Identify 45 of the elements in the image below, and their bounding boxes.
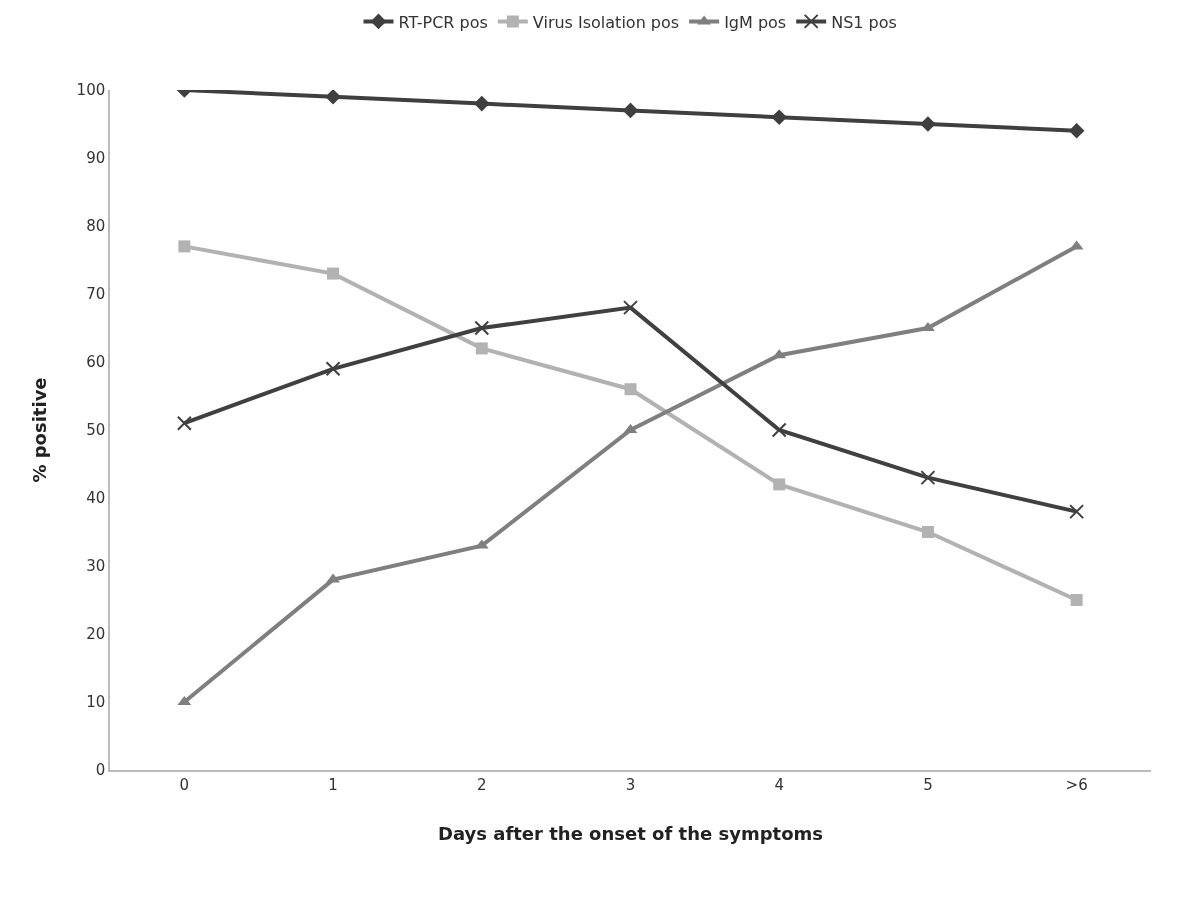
legend-label: Virus Isolation pos <box>532 12 680 32</box>
y-tick-label: 20 <box>86 625 106 644</box>
point <box>920 116 936 132</box>
point <box>1068 123 1085 139</box>
y-tick-label: 50 <box>86 421 106 440</box>
point <box>1069 504 1085 520</box>
legend-label: RT-PCR pos <box>398 12 488 32</box>
point <box>327 267 340 280</box>
y-tick-label: 40 <box>86 489 106 508</box>
y-tick-label: 90 <box>86 149 106 168</box>
point <box>474 320 490 336</box>
point <box>771 109 788 125</box>
point <box>623 300 638 316</box>
point <box>176 415 192 431</box>
x-tick-label: 2 <box>477 775 487 794</box>
legend-label: IgM pos <box>724 12 787 32</box>
y-tick-label: 70 <box>86 285 106 304</box>
point <box>622 102 639 119</box>
y-tick-label: 60 <box>86 353 106 372</box>
point <box>1070 594 1083 606</box>
point <box>473 95 490 112</box>
point <box>771 422 787 438</box>
point <box>475 342 488 355</box>
x-tick-label: 5 <box>923 775 933 794</box>
point <box>326 573 340 583</box>
y-tick-label: 10 <box>86 693 106 712</box>
point <box>178 240 191 253</box>
y-axis-title: % positive <box>29 377 51 483</box>
x-tick-label: >6 <box>1065 775 1088 794</box>
point <box>773 478 786 491</box>
point <box>920 470 936 486</box>
y-tick-label: 0 <box>95 761 106 780</box>
point <box>325 90 341 105</box>
point <box>624 383 637 396</box>
legend-label: NS1 pos <box>831 12 897 32</box>
x-tick-label: 0 <box>179 775 190 794</box>
y-tick-label: 30 <box>86 557 106 576</box>
y-tick-label: 80 <box>86 217 106 236</box>
x-axis-title: Days after the onset of the symptoms <box>438 823 823 845</box>
x-tick-label: 4 <box>774 775 784 794</box>
point <box>921 526 934 538</box>
point <box>325 361 341 377</box>
x-tick-label: 1 <box>328 775 338 794</box>
y-tick-label: 100 <box>76 81 106 100</box>
x-tick-label: 3 <box>625 775 636 794</box>
